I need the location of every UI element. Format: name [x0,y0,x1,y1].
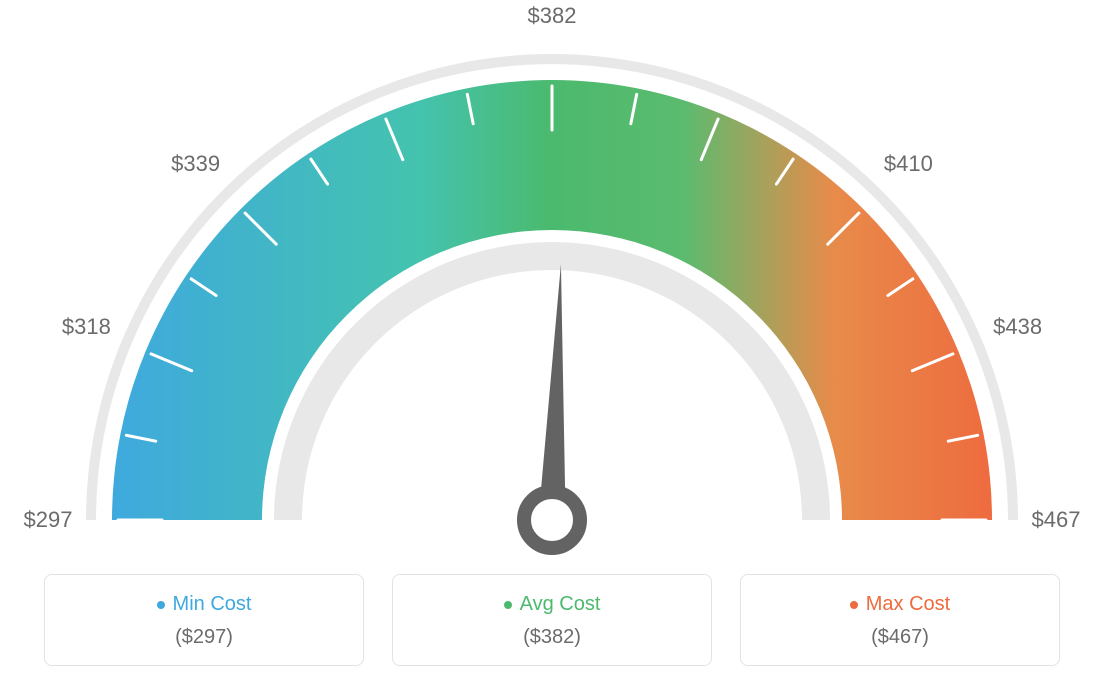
gauge-tick-label: $297 [24,507,73,533]
gauge-tick-label: $410 [884,151,933,177]
legend-card-min: Min Cost ($297) [44,574,364,666]
gauge-tick-label: $318 [62,314,111,340]
legend-title-max: Max Cost [850,593,950,616]
legend-label-avg: Avg Cost [520,593,601,616]
legend-label-max: Max Cost [866,593,950,616]
gauge-tick-label: $339 [171,151,220,177]
legend-title-avg: Avg Cost [504,593,601,616]
legend-value-max: ($467) [741,626,1059,649]
legend-value-avg: ($382) [393,626,711,649]
legend-label-min: Min Cost [173,593,252,616]
cost-gauge-chart: $297 $318 $339 $382 $410 $438 $467 [0,0,1104,560]
legend-value-min: ($297) [45,626,363,649]
legend-title-min: Min Cost [157,593,252,616]
gauge-svg [0,0,1104,560]
gauge-tick-label: $438 [993,314,1042,340]
legend-row: Min Cost ($297) Avg Cost ($382) Max Cost… [0,574,1104,666]
legend-card-avg: Avg Cost ($382) [392,574,712,666]
legend-card-max: Max Cost ($467) [740,574,1060,666]
gauge-tick-label: $467 [1032,507,1081,533]
gauge-tick-label: $382 [528,3,577,29]
